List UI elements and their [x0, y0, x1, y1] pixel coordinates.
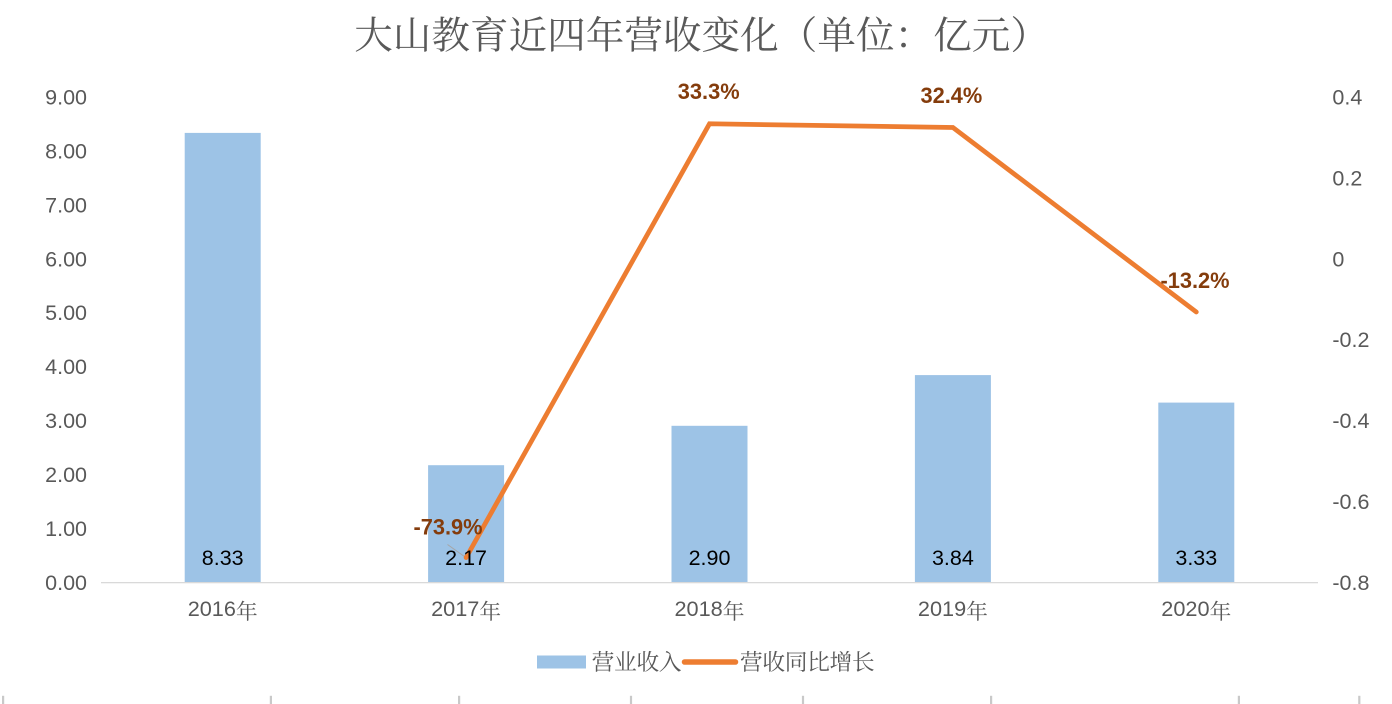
svg-text:9.00: 9.00	[45, 85, 87, 109]
svg-text:-0.8: -0.8	[1332, 571, 1369, 595]
svg-text:6.00: 6.00	[45, 247, 87, 271]
svg-text:2018: 2018	[675, 596, 723, 621]
svg-text:0.00: 0.00	[45, 571, 87, 595]
svg-text:-13.2%: -13.2%	[1160, 268, 1229, 293]
svg-text:3.00: 3.00	[45, 409, 87, 433]
svg-text:2.00: 2.00	[45, 463, 87, 487]
svg-text:3.84: 3.84	[932, 546, 974, 570]
svg-text:32.4%: 32.4%	[920, 83, 982, 108]
svg-text:2019: 2019	[918, 596, 966, 621]
svg-text:3.33: 3.33	[1175, 546, 1217, 570]
svg-text:2.90: 2.90	[689, 546, 731, 570]
svg-text:33.3%: 33.3%	[678, 79, 740, 104]
svg-text:-0.4: -0.4	[1332, 409, 1369, 433]
svg-text:8.33: 8.33	[202, 546, 244, 570]
svg-text:5.00: 5.00	[45, 301, 87, 325]
svg-text:8.00: 8.00	[45, 139, 87, 163]
svg-text:2016: 2016	[188, 596, 236, 621]
svg-text:1.00: 1.00	[45, 517, 87, 541]
svg-text:-73.9%: -73.9%	[413, 515, 482, 540]
svg-text:0.4: 0.4	[1332, 85, 1362, 109]
svg-text:0: 0	[1332, 247, 1344, 271]
svg-text:2017: 2017	[431, 596, 479, 621]
svg-text:2020: 2020	[1161, 596, 1209, 621]
svg-text:2.17: 2.17	[445, 546, 487, 570]
svg-text:4.00: 4.00	[45, 355, 87, 379]
svg-text:7.00: 7.00	[45, 193, 87, 217]
svg-text:-0.2: -0.2	[1332, 328, 1369, 352]
svg-text:-0.6: -0.6	[1332, 490, 1369, 514]
svg-text:0.2: 0.2	[1332, 166, 1362, 190]
